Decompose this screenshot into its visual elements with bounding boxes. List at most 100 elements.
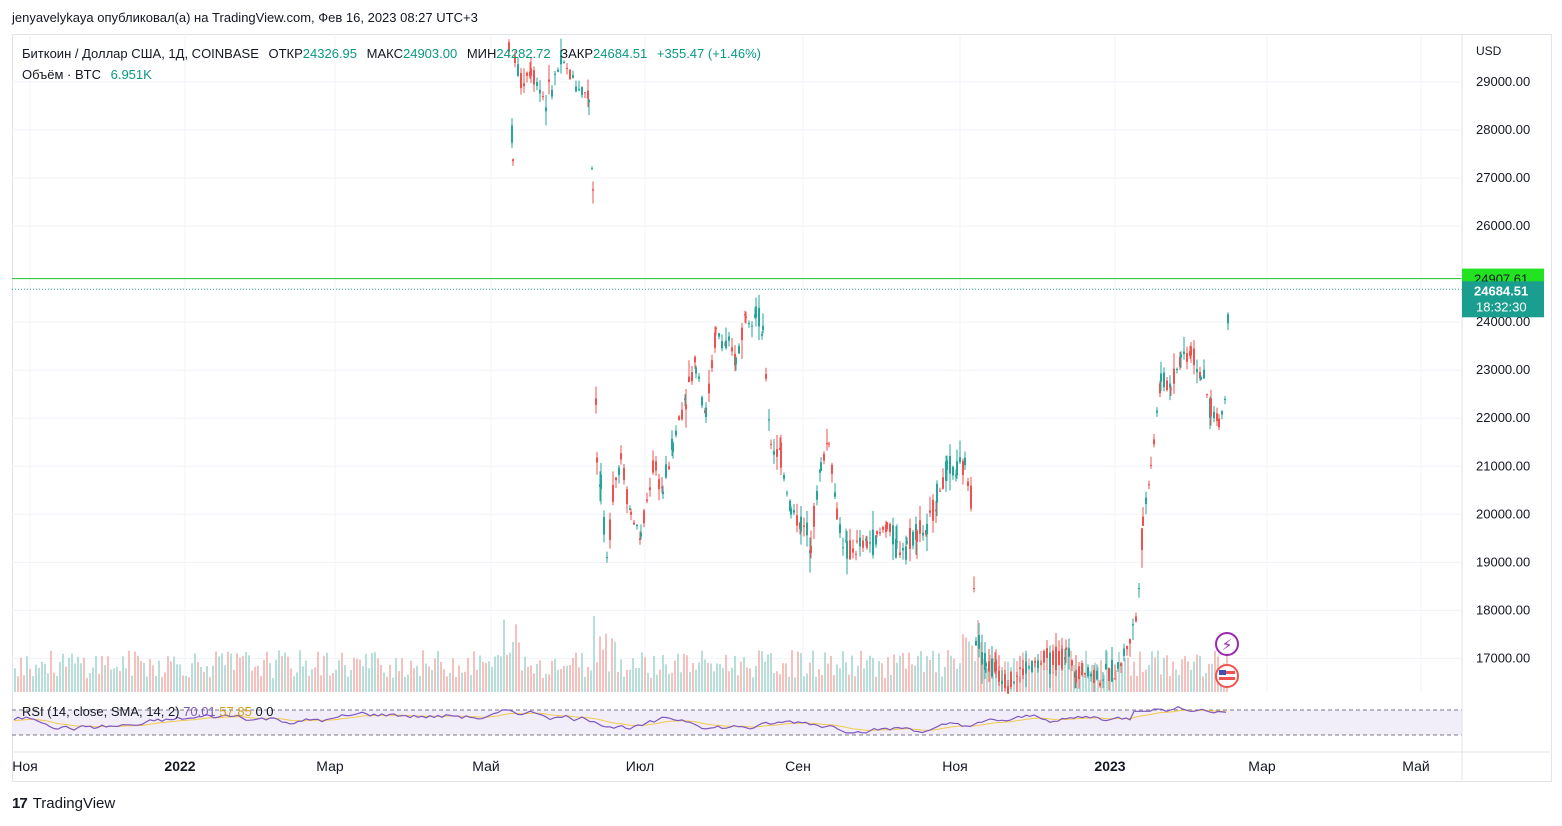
volume-bar [638, 668, 640, 692]
volume-bar [590, 670, 592, 692]
candle-body [828, 443, 830, 445]
candle-body [796, 515, 798, 526]
candle-body [1141, 528, 1143, 550]
volume-bar [572, 657, 574, 692]
volume-bar [848, 674, 850, 692]
volume-bar [497, 654, 499, 692]
volume-bar [236, 653, 238, 692]
candle [1075, 655, 1077, 689]
candle [935, 500, 937, 523]
volume-bar [383, 672, 385, 692]
candle-body [1186, 353, 1188, 362]
candle-body [731, 347, 733, 352]
candle-body [721, 341, 723, 349]
volume-bar [716, 663, 718, 692]
volume-bar [164, 672, 166, 692]
candle [916, 528, 918, 559]
candle [1078, 662, 1080, 689]
candle-body [916, 530, 918, 542]
volume-bar [125, 668, 127, 692]
candle [962, 458, 964, 485]
volume-bar [443, 669, 445, 692]
candle-body [1064, 657, 1066, 660]
candle-body [768, 419, 770, 421]
volume-bar [320, 675, 322, 692]
volume-bar [485, 663, 487, 692]
volume-bar [98, 673, 100, 692]
candle-body [1190, 346, 1192, 356]
candle [810, 530, 812, 559]
volume-bar [851, 655, 853, 692]
candle-body [636, 524, 638, 526]
volume-bar [89, 673, 91, 692]
candle-body [1052, 650, 1054, 665]
volume-bar [578, 667, 580, 692]
candle-body [545, 107, 547, 112]
footer-brand[interactable]: 17 TradingView [12, 795, 115, 812]
candle [721, 334, 723, 352]
candle-body [1046, 648, 1048, 658]
candle-body [741, 327, 743, 341]
volume-bar [533, 673, 535, 692]
volume-bar [536, 663, 538, 692]
volume-bar [374, 652, 376, 692]
candle [643, 508, 645, 528]
volume-bar [260, 676, 262, 692]
candle-body [1213, 411, 1215, 419]
candle-body [588, 99, 590, 103]
volume-bar [737, 675, 739, 692]
volume-bar [350, 670, 352, 692]
volume-bar [1136, 675, 1138, 692]
candle [751, 321, 753, 338]
chart-frame[interactable] [12, 34, 1552, 782]
candle-body [1102, 679, 1104, 681]
candle-body [899, 552, 901, 556]
candle [1105, 649, 1107, 670]
volume-bar [743, 657, 745, 692]
volume-bar [962, 634, 964, 692]
candle-body [626, 489, 628, 505]
candle [895, 526, 897, 559]
price-tick-label: 19000.00 [1476, 554, 1530, 569]
volume-bar [1076, 676, 1078, 692]
candle-body [1153, 439, 1155, 445]
volume-bar [29, 668, 31, 692]
volume-bar [425, 663, 427, 692]
volume-bar [308, 675, 310, 692]
candle-body [1169, 383, 1171, 388]
candle-body [511, 125, 513, 143]
candle-body [1055, 646, 1057, 671]
candle-body [548, 79, 550, 82]
volume-bar [38, 667, 40, 692]
candle [985, 661, 987, 673]
candle-body [1206, 393, 1208, 395]
volume-bar [1145, 669, 1147, 692]
candle-body [902, 547, 904, 551]
price-tick-label: 23000.00 [1476, 362, 1530, 377]
volume-bar [863, 668, 865, 692]
volume-bar [560, 669, 562, 692]
candle-body [1159, 383, 1161, 394]
volume-bar [1202, 676, 1204, 692]
candle [1087, 664, 1089, 679]
volume-bar [878, 660, 880, 692]
candle-body [1129, 638, 1131, 644]
volume-bar [185, 675, 187, 692]
candle [1099, 680, 1101, 688]
candle [735, 356, 737, 371]
volume-bar [1169, 676, 1171, 692]
volume-bar [380, 664, 382, 692]
volume-bar [224, 665, 226, 692]
volume-bar [839, 668, 841, 692]
volume-bar [92, 667, 94, 692]
volume-bar [248, 655, 250, 692]
candle [1061, 637, 1063, 671]
volume-bar [665, 664, 667, 692]
volume-bar [1208, 663, 1210, 692]
volume-bar [410, 660, 412, 692]
volume-bar [887, 657, 889, 692]
candle [1010, 670, 1012, 690]
volume-bar [938, 653, 940, 692]
price-tick-label: 24000.00 [1476, 314, 1530, 329]
